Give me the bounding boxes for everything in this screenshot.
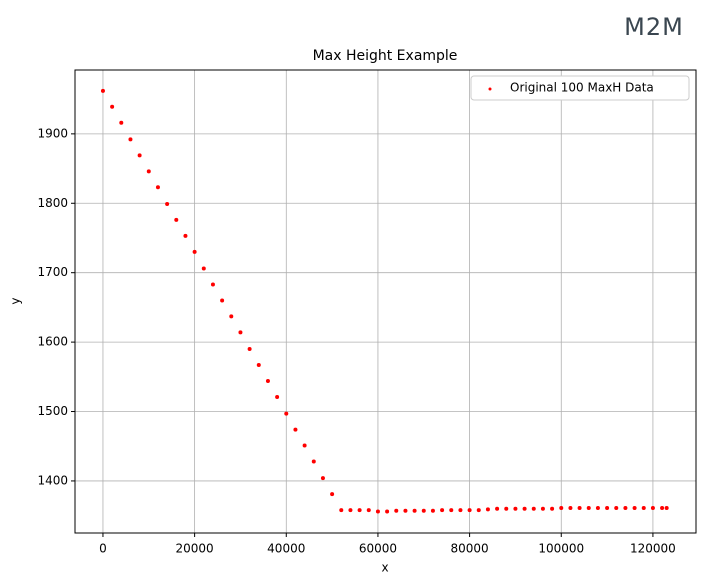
point (495, 506, 500, 511)
point (440, 508, 445, 513)
plot-frame (74, 69, 697, 534)
point (375, 509, 380, 514)
y-tick-label: 1400 (37, 473, 68, 487)
point (577, 506, 582, 511)
point (568, 506, 573, 511)
point (458, 508, 463, 513)
point (330, 492, 335, 497)
point (146, 169, 151, 174)
point (513, 506, 518, 511)
point (256, 363, 261, 368)
point (522, 506, 527, 511)
point (421, 508, 426, 513)
point (128, 137, 133, 142)
x-tick-label: 60000 (359, 542, 397, 556)
point (550, 506, 555, 511)
point (467, 508, 472, 513)
point (183, 233, 188, 238)
point (605, 506, 610, 511)
y-tick-label: 1700 (37, 265, 68, 279)
point (155, 185, 160, 190)
point (650, 506, 655, 511)
point (247, 347, 252, 352)
point (265, 378, 270, 383)
x-tick-label: 20000 (176, 542, 214, 556)
point (632, 506, 637, 511)
point (201, 266, 206, 271)
point (100, 88, 105, 93)
point (302, 443, 307, 448)
point (664, 506, 669, 511)
point (284, 411, 289, 416)
point (504, 506, 509, 511)
point (220, 298, 225, 303)
point (119, 120, 124, 125)
legend-label: Original 100 MaxH Data (510, 81, 654, 95)
point (366, 508, 371, 513)
point (174, 217, 179, 222)
point (660, 506, 665, 511)
x-tick-label: 80000 (451, 542, 489, 556)
point (531, 506, 536, 511)
legend-marker (488, 87, 492, 91)
point (339, 508, 344, 513)
point (320, 476, 325, 481)
point (403, 508, 408, 513)
y-axis-label: y (9, 297, 23, 304)
point (595, 506, 600, 511)
point (394, 508, 399, 513)
point (137, 153, 142, 158)
point (559, 506, 564, 511)
point (210, 282, 215, 287)
point (430, 508, 435, 513)
point (165, 201, 170, 206)
point (476, 508, 481, 513)
point (110, 104, 115, 109)
chart-title: Max Height Example (313, 48, 458, 64)
point (238, 330, 243, 335)
x-axis-label: x (381, 561, 388, 575)
point (311, 459, 316, 464)
point (357, 508, 362, 513)
point (540, 506, 545, 511)
point (623, 506, 628, 511)
point (485, 507, 490, 512)
point (641, 506, 646, 511)
point (385, 509, 390, 514)
y-tick-label: 1600 (37, 335, 68, 349)
y-tick-label: 1800 (37, 196, 68, 210)
point (614, 506, 619, 511)
point (229, 314, 234, 319)
point (275, 394, 280, 399)
y-tick-label: 1900 (37, 126, 68, 140)
point (412, 508, 417, 513)
x-tick-label: 120000 (630, 542, 676, 556)
point (449, 508, 454, 513)
point (192, 249, 197, 254)
point (293, 427, 298, 432)
x-tick-label: 40000 (267, 542, 305, 556)
logo: M2M (624, 13, 684, 41)
x-tick-label: 0 (99, 542, 107, 556)
y-tick-label: 1500 (37, 404, 68, 418)
legend-box (470, 75, 690, 101)
point (348, 508, 353, 513)
x-tick-label: 100000 (538, 542, 584, 556)
point (586, 506, 591, 511)
